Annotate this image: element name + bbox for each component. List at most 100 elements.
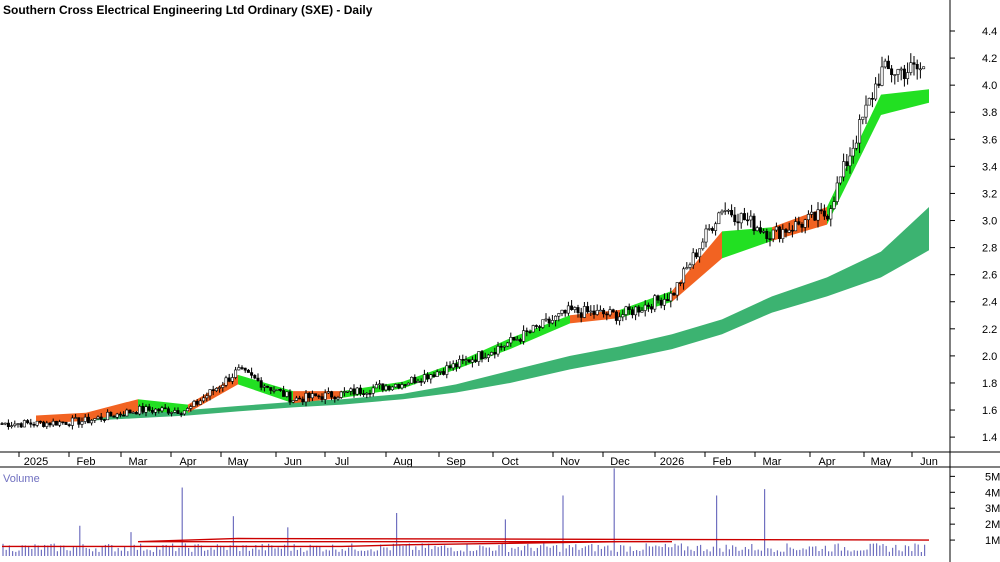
- candle-body: [275, 388, 279, 391]
- long-term-mma-band: [620, 334, 672, 360]
- candle-body: [192, 400, 196, 407]
- price-tick-label: 2.0: [982, 351, 997, 363]
- candle-body: [51, 420, 55, 426]
- candle-body: [416, 381, 420, 383]
- candle-body: [854, 142, 858, 149]
- candle-body: [883, 60, 887, 68]
- candle-body: [112, 415, 116, 418]
- long-term-mma-band: [510, 355, 570, 383]
- candle-body: [86, 416, 90, 424]
- candle-body: [595, 309, 599, 315]
- candle-body: [480, 351, 484, 360]
- candle-body: [109, 411, 113, 417]
- candle-body: [13, 423, 17, 426]
- candle-body: [230, 377, 234, 382]
- candle-body: [202, 397, 206, 402]
- candle-body: [61, 421, 65, 424]
- month-label: Apr: [818, 456, 835, 468]
- candle-body: [304, 392, 308, 403]
- candle-body: [803, 219, 807, 228]
- candle-body: [256, 377, 260, 381]
- candle-body: [470, 359, 474, 363]
- candle-body: [77, 417, 81, 425]
- candle-body: [122, 414, 126, 417]
- candle-body: [509, 337, 513, 344]
- candle-body: [195, 400, 199, 405]
- candle-body: [490, 352, 494, 356]
- price-tick-label: 1.4: [982, 432, 997, 444]
- month-label: Jun: [284, 456, 302, 468]
- candle-body: [912, 62, 916, 65]
- price-tick-label: 3.6: [982, 134, 997, 146]
- month-label: Aug: [393, 456, 413, 468]
- month-label: May: [228, 456, 249, 468]
- candle-body: [822, 210, 826, 217]
- candle-body: [688, 264, 692, 268]
- month-label: 2026: [660, 456, 684, 468]
- long-term-mma-band: [293, 399, 342, 408]
- price-tick-label: 1.6: [982, 405, 997, 417]
- candle-body: [339, 391, 343, 398]
- candle-body: [861, 116, 865, 120]
- candle-body: [58, 421, 62, 426]
- candle-body: [262, 385, 266, 388]
- candle-body: [326, 391, 330, 394]
- candle-body: [794, 221, 798, 232]
- candle-body: [224, 377, 228, 386]
- candle-body: [557, 313, 561, 317]
- candle-body: [710, 228, 714, 231]
- candle-body: [403, 384, 407, 386]
- candle-body: [640, 310, 644, 313]
- candle-body: [518, 339, 522, 342]
- long-term-mma-band: [342, 393, 403, 405]
- candle-body: [182, 410, 186, 415]
- month-label: Mar: [129, 456, 148, 468]
- candle-body: [70, 417, 74, 426]
- candle-body: [166, 408, 170, 414]
- candle-body: [211, 389, 215, 392]
- candle-body: [400, 384, 404, 389]
- candle-body: [19, 423, 23, 428]
- candle-body: [563, 309, 567, 314]
- candle-body: [371, 387, 375, 394]
- candle-body: [246, 369, 250, 373]
- candle-body: [800, 223, 804, 228]
- candle-body: [128, 409, 132, 414]
- candle-body: [752, 215, 756, 231]
- long-term-mma-band: [403, 384, 456, 400]
- candle-body: [742, 213, 746, 221]
- candle-body: [698, 248, 702, 258]
- candle-body: [310, 393, 314, 399]
- candle-body: [131, 412, 135, 414]
- candle-body: [771, 229, 775, 240]
- candle-body: [650, 306, 654, 310]
- month-label: Sep: [446, 456, 466, 468]
- price-tick-label: 3.0: [982, 216, 997, 228]
- candle-body: [189, 406, 193, 409]
- candle-body: [736, 221, 740, 224]
- candle-body: [390, 386, 394, 391]
- candle-body: [138, 406, 142, 415]
- short-term-mma-band: [238, 374, 293, 404]
- month-label: Apr: [179, 456, 196, 468]
- candle-body: [477, 351, 481, 362]
- candle-body: [624, 306, 628, 315]
- candle-body: [637, 306, 641, 313]
- candle-body: [278, 388, 282, 391]
- candle-body: [234, 369, 238, 378]
- candle-body: [538, 326, 542, 328]
- candle-body: [176, 410, 180, 414]
- candle-body: [851, 147, 855, 157]
- candle-body: [3, 422, 7, 425]
- candle-body: [422, 374, 426, 383]
- candle-body: [384, 385, 388, 391]
- candle-body: [669, 293, 673, 302]
- candle-body: [630, 309, 634, 316]
- candle-body: [314, 393, 318, 397]
- candle-body: [666, 299, 670, 302]
- candle-body: [432, 374, 436, 377]
- candle-body: [342, 391, 346, 393]
- candle-body: [467, 359, 471, 363]
- month-label: Nov: [560, 456, 580, 468]
- candle-body: [832, 201, 836, 209]
